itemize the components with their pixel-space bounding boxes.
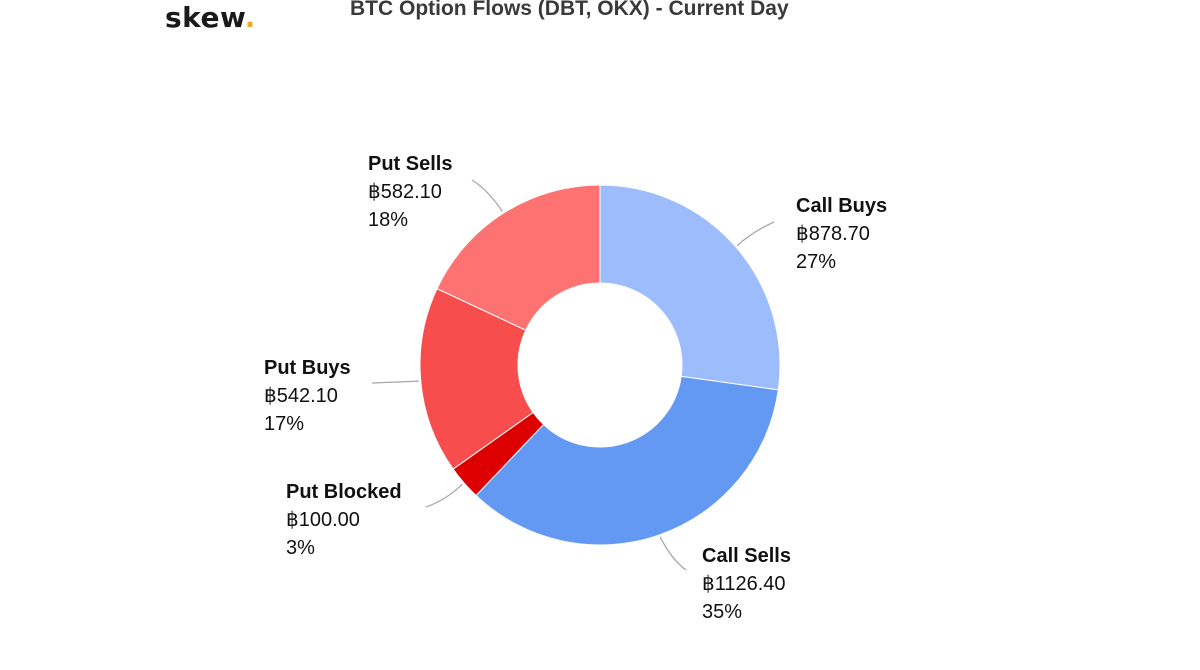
logo-text: skew xyxy=(165,1,245,34)
slice-call-sells[interactable] xyxy=(475,375,779,546)
slice-value: ฿878.70 xyxy=(796,223,870,245)
connector-line xyxy=(471,179,503,212)
slice-label: Call Sells xyxy=(702,545,791,567)
slice-label: Put Blocked xyxy=(286,481,402,503)
slice-label: Put Sells xyxy=(368,153,452,175)
slice-value: ฿1126.40 xyxy=(702,573,786,595)
slice-percent: 35% xyxy=(702,601,742,623)
connector-line xyxy=(425,483,463,508)
slice-percent: 18% xyxy=(368,209,408,231)
logo-dot: . xyxy=(244,1,256,34)
slice-call-buys[interactable] xyxy=(599,184,781,391)
connector-line xyxy=(736,221,775,247)
slice-value: ฿100.00 xyxy=(286,509,360,531)
slice-label: Call Buys xyxy=(796,195,887,217)
slice-label: Put Buys xyxy=(264,357,351,379)
skew-logo: skew. xyxy=(165,1,256,34)
connector-line xyxy=(659,536,687,571)
slice-percent: 27% xyxy=(796,251,836,273)
slice-value: ฿582.10 xyxy=(368,181,442,203)
slice-put-buys[interactable] xyxy=(419,287,534,470)
connector-line xyxy=(371,380,419,384)
slice-percent: 17% xyxy=(264,413,304,435)
slice-value: ฿542.10 xyxy=(264,385,338,407)
slice-percent: 3% xyxy=(286,537,315,559)
chart-title: BTC Option Flows (DBT, OKX) - Current Da… xyxy=(350,0,789,20)
slice-put-sells[interactable] xyxy=(436,184,601,331)
